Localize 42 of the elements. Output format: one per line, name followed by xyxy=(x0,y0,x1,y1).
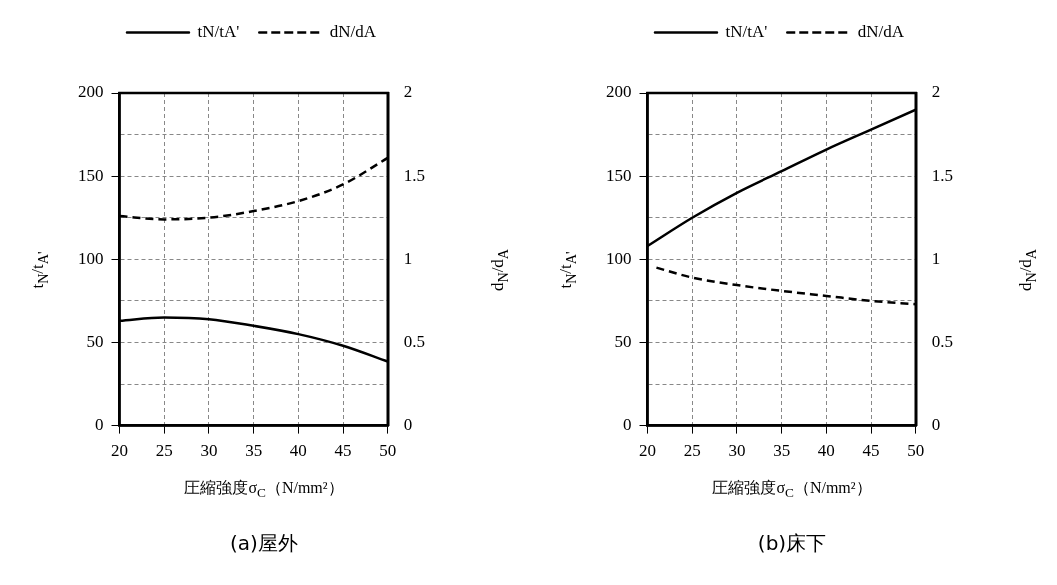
y-tick-label: 150 xyxy=(606,165,632,185)
y-tick-label: 0 xyxy=(623,415,632,435)
legend-label: tN/tA' xyxy=(197,21,240,41)
x-tick-label: 20 xyxy=(639,441,656,461)
text: (a)屋外 xyxy=(229,530,299,557)
x-tick-label: 40 xyxy=(817,441,835,461)
y2-tick-label: 2 xyxy=(931,82,941,102)
y2-tick-label: 2 xyxy=(403,82,413,102)
x-tick-label: 20 xyxy=(111,441,128,461)
y-tick-label: 100 xyxy=(78,248,104,268)
x-tick-label: 35 xyxy=(773,441,791,461)
y2-tick-label: 1 xyxy=(931,248,941,268)
y2-tick-label: 0 xyxy=(403,415,413,435)
y2-tick-label: 1.5 xyxy=(931,165,953,185)
x-tick-label: 45 xyxy=(862,441,880,461)
legend-label: dN/dA xyxy=(329,21,377,41)
y2-tick-label: 0.5 xyxy=(931,331,953,351)
y2-tick-label: 1 xyxy=(403,248,413,268)
y2-tick-label: 0 xyxy=(931,415,941,435)
legend-label: tN/tA' xyxy=(725,21,768,41)
x-tick-label: 35 xyxy=(245,441,263,461)
x-tick-label: 50 xyxy=(907,441,925,461)
y-tick-label: 100 xyxy=(606,248,632,268)
y-tick-label: 0 xyxy=(95,415,104,435)
x-tick-label: 40 xyxy=(289,441,307,461)
x-tick-label: 50 xyxy=(379,441,397,461)
x-axis-title: 圧縮強度σ$_{C}$（N/mm²） xyxy=(183,478,345,502)
x-tick-label: 25 xyxy=(155,441,173,461)
legend-label: dN/dA xyxy=(857,21,905,41)
x-tick-label: 30 xyxy=(200,441,218,461)
y-tick-label: 200 xyxy=(78,82,104,102)
y2-tick-label: 1.5 xyxy=(403,165,425,185)
text: (b)床下 xyxy=(756,530,828,557)
x-axis-title: 圧縮強度σ$_{C}$（N/mm²） xyxy=(711,478,873,502)
x-tick-label: 30 xyxy=(728,441,746,461)
x-tick-label: 25 xyxy=(683,441,701,461)
y-tick-label: 50 xyxy=(614,331,632,351)
y-tick-label: 150 xyxy=(78,165,104,185)
y-tick-label: 50 xyxy=(86,331,104,351)
y-tick-label: 200 xyxy=(606,82,632,102)
y2-tick-label: 0.5 xyxy=(403,331,425,351)
x-tick-label: 45 xyxy=(334,441,352,461)
